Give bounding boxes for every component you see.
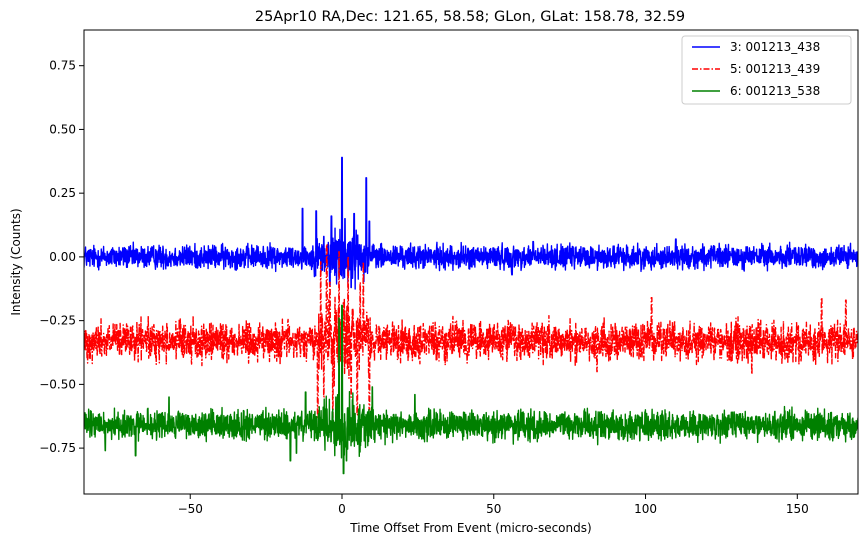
x-axis-label: Time Offset From Event (micro-seconds): [349, 521, 591, 535]
y-tick-label: 0.00: [49, 250, 76, 264]
x-tick-label: 0: [338, 502, 346, 516]
y-axis-label: Intensity (Counts): [9, 208, 23, 315]
x-tick-label: 100: [634, 502, 657, 516]
y-tick-label: −0.50: [39, 377, 76, 391]
y-tick-label: −0.75: [39, 441, 76, 455]
y-axis: 0.75 0.50 0.25 0.00 −0.25 −0.50 −0.75: [39, 59, 84, 455]
chart-title: 25Apr10 RA,Dec: 121.65, 58.58; GLon, GLa…: [255, 9, 685, 25]
series-line-1: [84, 156, 858, 290]
x-tick-label: 50: [486, 502, 501, 516]
y-tick-label: 0.25: [49, 186, 76, 200]
series-line-2: [84, 243, 858, 419]
legend: 3: 001213_438 5: 001213_439 6: 001213_538: [681, 35, 852, 105]
y-tick-label: 0.50: [49, 122, 76, 136]
series-line-3: [84, 304, 858, 475]
y-tick-label: 0.75: [49, 59, 76, 73]
plot-frame: [83, 29, 859, 495]
x-tick-label: 150: [786, 502, 809, 516]
legend-label: 6: 001213_538: [730, 84, 820, 98]
legend-label: 5: 001213_439: [730, 62, 820, 76]
y-tick-label: −0.25: [39, 314, 76, 328]
series-layer: [84, 156, 858, 475]
x-axis: −50 0 50 100 150: [178, 494, 809, 516]
x-tick-label: −50: [178, 502, 203, 516]
legend-label: 3: 001213_438: [730, 40, 820, 54]
legend-box: [681, 35, 852, 105]
